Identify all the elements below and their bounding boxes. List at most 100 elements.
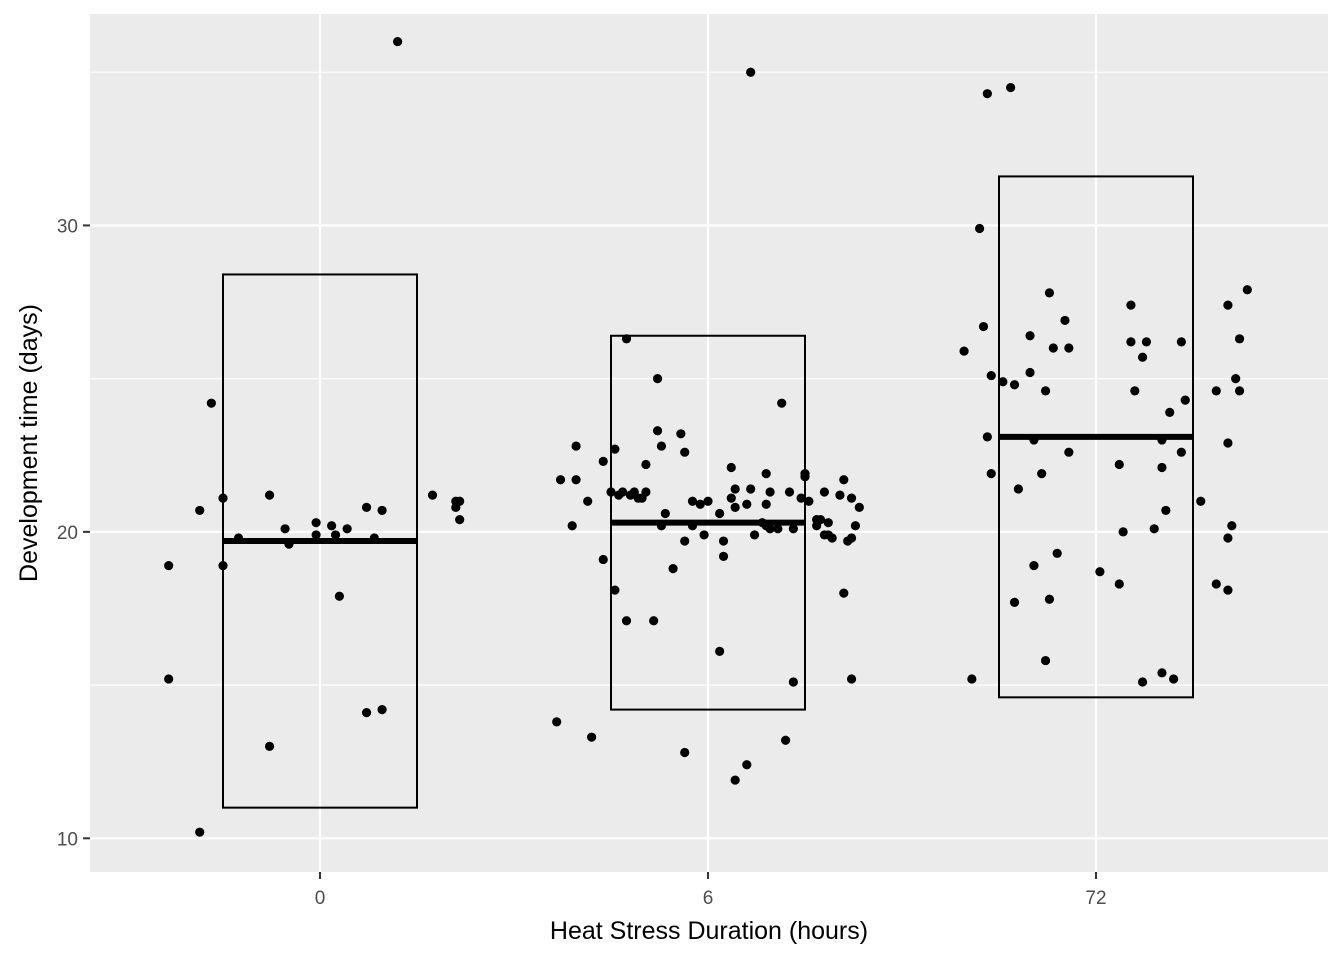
data-point: [1052, 548, 1062, 558]
data-point: [835, 490, 845, 500]
data-point: [621, 616, 632, 626]
data-point: [800, 469, 810, 479]
data-point: [656, 441, 667, 451]
data-point: [1006, 82, 1016, 93]
data-point: [680, 747, 690, 758]
data-point: [730, 502, 740, 512]
data-point: [1176, 447, 1186, 457]
data-point: [571, 475, 581, 485]
data-point: [330, 530, 341, 540]
data-point: [699, 530, 709, 540]
data-point: [1161, 505, 1171, 516]
data-point: [377, 704, 387, 715]
data-point: [1231, 374, 1241, 384]
data-point: [610, 444, 620, 454]
data-point: [455, 515, 465, 525]
data-point: [982, 89, 992, 99]
data-point: [1025, 331, 1035, 341]
data-point: [668, 564, 678, 574]
data-point: [1029, 560, 1039, 571]
data-point: [718, 536, 729, 546]
data-point: [1095, 567, 1105, 577]
data-point: [1223, 533, 1233, 543]
data-point: [660, 508, 670, 519]
data-point: [718, 551, 729, 561]
data-point: [742, 499, 752, 509]
data-point: [1234, 334, 1245, 344]
data-point: [687, 521, 698, 531]
data-point: [377, 505, 387, 516]
data-point: [788, 677, 798, 687]
data-point: [1234, 386, 1245, 396]
axes: 10 20 30 0 6 72: [57, 216, 1107, 909]
data-point: [749, 530, 760, 540]
data-point: [676, 429, 686, 439]
data-point: [695, 499, 705, 509]
data-point: [827, 533, 837, 543]
data-point: [393, 36, 403, 47]
data-point: [1157, 668, 1167, 678]
data-point: [206, 398, 216, 408]
data-point: [1114, 579, 1124, 589]
data-point: [1118, 527, 1128, 537]
data-point: [850, 521, 861, 531]
data-point: [846, 533, 857, 543]
data-point: [777, 398, 787, 408]
data-point: [587, 732, 597, 742]
data-point: [598, 554, 608, 565]
data-point: [1165, 407, 1175, 417]
data-point: [1040, 386, 1051, 396]
data-point: [1223, 585, 1233, 595]
y-tick-label: 10: [57, 829, 78, 850]
data-point: [854, 502, 864, 512]
data-point: [233, 533, 244, 543]
data-point: [715, 646, 725, 656]
data-point: [334, 591, 344, 601]
data-point: [982, 432, 992, 442]
data-point: [1025, 367, 1035, 378]
data-point: [641, 487, 651, 497]
data-point: [369, 533, 379, 543]
x-axis-title: Heat Stress Duration (hours): [550, 917, 868, 945]
data-point: [652, 426, 663, 436]
data-point: [311, 518, 321, 528]
x-tick-label: 0: [315, 888, 326, 909]
data-point: [746, 484, 756, 494]
data-point: [978, 321, 989, 332]
data-point: [703, 496, 713, 506]
data-point: [618, 487, 628, 497]
data-point: [1169, 674, 1179, 684]
data-point: [571, 441, 581, 451]
data-point: [804, 496, 814, 506]
data-point: [1196, 496, 1206, 506]
data-point: [819, 487, 830, 497]
data-point: [1064, 447, 1074, 457]
data-point: [730, 775, 740, 785]
data-point: [552, 717, 562, 727]
data-point: [1137, 352, 1148, 362]
data-point: [455, 496, 465, 506]
data-point: [959, 346, 969, 356]
data-point: [1180, 395, 1190, 405]
data-point: [1141, 337, 1152, 347]
data-point: [311, 530, 321, 540]
data-point: [765, 524, 775, 534]
grid-lines: [90, 14, 1328, 872]
data-point: [1223, 438, 1233, 448]
data-point: [1009, 380, 1020, 390]
data-point: [284, 539, 294, 549]
data-point: [1013, 484, 1024, 494]
data-point: [610, 585, 620, 595]
data-point: [164, 674, 174, 684]
data-point: [742, 760, 752, 770]
data-point: [621, 334, 632, 344]
data-point: [1064, 343, 1074, 353]
data-point: [567, 521, 577, 531]
data-point: [1037, 469, 1047, 479]
data-point: [1130, 386, 1140, 396]
data-point: [195, 505, 205, 516]
data-points: [164, 36, 1252, 837]
data-point: [967, 674, 977, 684]
data-point: [1211, 579, 1221, 589]
data-point: [788, 524, 798, 534]
